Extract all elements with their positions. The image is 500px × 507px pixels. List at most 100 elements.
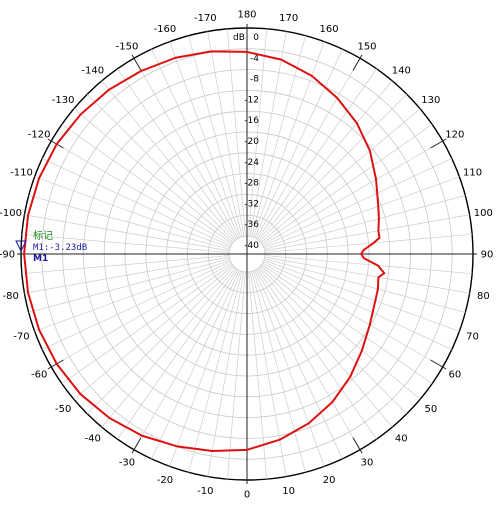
grid-spoke bbox=[258, 80, 393, 241]
angle-tick-label: 130 bbox=[421, 95, 440, 106]
grid-spoke bbox=[21, 233, 230, 253]
grid-spoke bbox=[117, 68, 237, 240]
angle-tick-label: -170 bbox=[194, 13, 217, 24]
marker-triangle-icon[interactable] bbox=[15, 240, 27, 253]
angular-grid bbox=[17, 24, 477, 484]
grid-spoke bbox=[254, 49, 343, 238]
radial-tick-label: -36 bbox=[244, 220, 259, 230]
angle-tick-label: 150 bbox=[357, 42, 376, 53]
grid-spoke bbox=[42, 261, 231, 350]
marker-name: M1 bbox=[33, 254, 48, 264]
grid-spoke bbox=[21, 255, 230, 275]
major-tick bbox=[47, 359, 64, 370]
grid-spoke bbox=[264, 195, 466, 250]
grid-spoke bbox=[151, 49, 240, 238]
angle-tick-label: -60 bbox=[31, 370, 47, 381]
grid-spoke bbox=[264, 255, 473, 275]
series-layer bbox=[23, 50, 386, 452]
grid-spoke bbox=[42, 158, 231, 247]
major-tick bbox=[430, 138, 447, 149]
grid-spoke bbox=[264, 214, 470, 252]
grid-spoke bbox=[207, 31, 245, 237]
angle-tick-label: 70 bbox=[466, 332, 479, 343]
grid-spoke bbox=[263, 259, 460, 332]
grid-spoke bbox=[73, 265, 234, 400]
angle-tick-label: 30 bbox=[361, 457, 374, 468]
grid-spoke bbox=[73, 108, 234, 243]
grid-spoke bbox=[252, 270, 325, 467]
grid-spoke bbox=[34, 176, 231, 249]
angle-tick-label: 90 bbox=[481, 250, 494, 261]
angle-tick-label: -160 bbox=[154, 24, 177, 35]
grid-spoke bbox=[257, 68, 377, 240]
angle-tick-label: -90 bbox=[0, 250, 15, 261]
grid-spoke bbox=[101, 267, 236, 428]
grid-spoke bbox=[61, 124, 233, 244]
angle-tick-label: 60 bbox=[448, 370, 461, 381]
grid-spoke bbox=[61, 264, 233, 384]
angle-tick-label: -110 bbox=[10, 167, 33, 178]
radial-tick-label: 0 bbox=[253, 33, 259, 43]
major-tick bbox=[131, 54, 142, 71]
angle-tick-label: -30 bbox=[119, 457, 135, 468]
marker-readout: M1:-3.23dB bbox=[33, 243, 87, 253]
grid-spoke bbox=[262, 262, 443, 368]
grid-spoke bbox=[188, 271, 243, 473]
grid-spoke bbox=[258, 267, 393, 428]
angle-tick-label: -130 bbox=[52, 95, 75, 106]
marker-title: 标记 bbox=[33, 230, 53, 242]
angle-tick-label: 100 bbox=[474, 208, 493, 219]
grid-spoke bbox=[117, 268, 237, 440]
angle-tick-label: 40 bbox=[395, 433, 408, 444]
grid-spoke bbox=[28, 195, 230, 250]
radial-tick-labels: 0 -4 -8 -12 -16 -20 -24 -28 -32 -36 -40 bbox=[244, 33, 259, 251]
grid-spoke bbox=[248, 28, 268, 237]
radial-tick-label: -32 bbox=[244, 199, 259, 209]
angle-tick-label: 20 bbox=[323, 475, 336, 486]
grid-spoke bbox=[264, 256, 470, 294]
radial-tick-label: -12 bbox=[244, 95, 259, 105]
grid-spoke bbox=[133, 269, 239, 450]
grid-spoke bbox=[251, 35, 306, 237]
grid-spoke bbox=[249, 31, 287, 237]
grid-spoke bbox=[263, 176, 460, 249]
grid-spoke bbox=[259, 93, 408, 242]
grid-spoke bbox=[169, 270, 242, 467]
grid-spoke bbox=[255, 269, 361, 450]
angle-tick-label: 0 bbox=[244, 490, 250, 501]
grid-spoke bbox=[249, 271, 287, 477]
major-tick bbox=[352, 437, 363, 454]
grid-spoke bbox=[133, 58, 239, 239]
major-tick bbox=[47, 138, 64, 149]
angle-tick-label: -40 bbox=[85, 433, 101, 444]
grid-spoke bbox=[226, 28, 246, 237]
angle-tick-label: -140 bbox=[81, 66, 104, 77]
angle-tick-label: 110 bbox=[463, 167, 482, 178]
angle-tick-label: 10 bbox=[282, 486, 295, 497]
grid-spoke bbox=[101, 80, 236, 241]
grid-spoke bbox=[255, 58, 361, 239]
grid-spoke bbox=[51, 140, 232, 246]
grid-spoke bbox=[251, 271, 306, 473]
angle-tick-label: 120 bbox=[445, 130, 464, 141]
major-tick bbox=[131, 437, 142, 454]
grid-spoke bbox=[264, 258, 466, 313]
radial-tick-label: -8 bbox=[250, 75, 259, 85]
grid-spoke bbox=[207, 271, 245, 477]
grid-spoke bbox=[257, 268, 377, 440]
grid-spoke bbox=[86, 93, 235, 242]
angle-tick-label: 160 bbox=[320, 24, 339, 35]
angle-tick-label: -100 bbox=[0, 208, 22, 219]
angle-tick-label: -80 bbox=[2, 291, 18, 302]
grid-spoke bbox=[51, 262, 232, 368]
angle-tick-label: 170 bbox=[279, 13, 298, 24]
grid-spoke bbox=[261, 124, 433, 244]
grid-spoke bbox=[151, 270, 240, 459]
major-tick bbox=[352, 54, 363, 71]
grid-spoke bbox=[24, 256, 230, 294]
grid-spoke bbox=[169, 41, 242, 238]
grid-spoke bbox=[259, 266, 408, 415]
grid-spoke bbox=[188, 35, 243, 237]
